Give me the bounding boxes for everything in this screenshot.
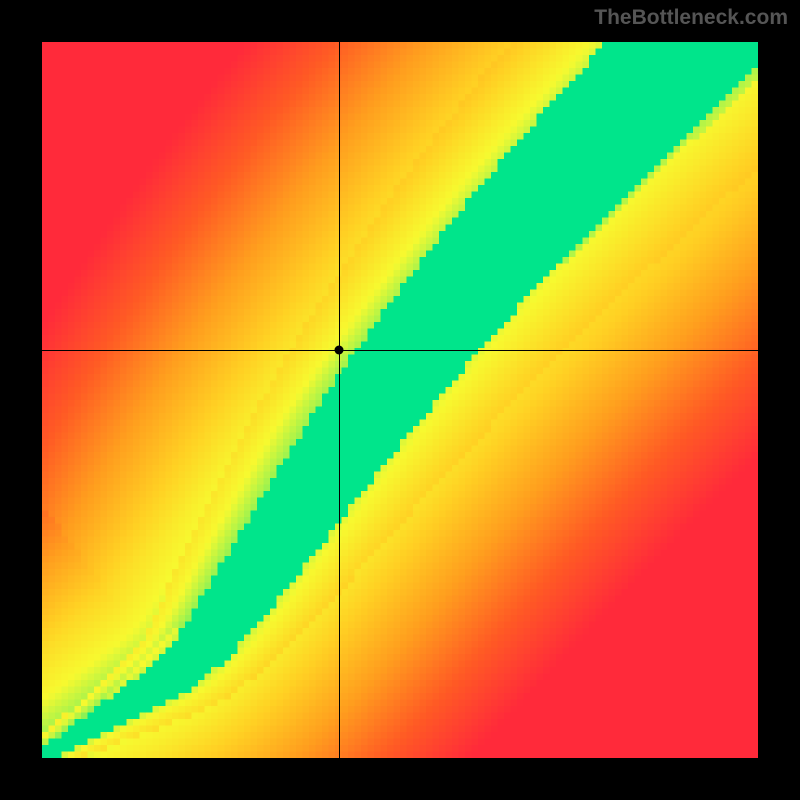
plot-area [42,42,758,758]
watermark-text: TheBottleneck.com [594,6,788,30]
crosshair-horizontal [42,350,758,351]
heatmap-canvas [42,42,758,758]
bottleneck-marker [335,345,344,354]
crosshair-vertical [339,42,340,758]
